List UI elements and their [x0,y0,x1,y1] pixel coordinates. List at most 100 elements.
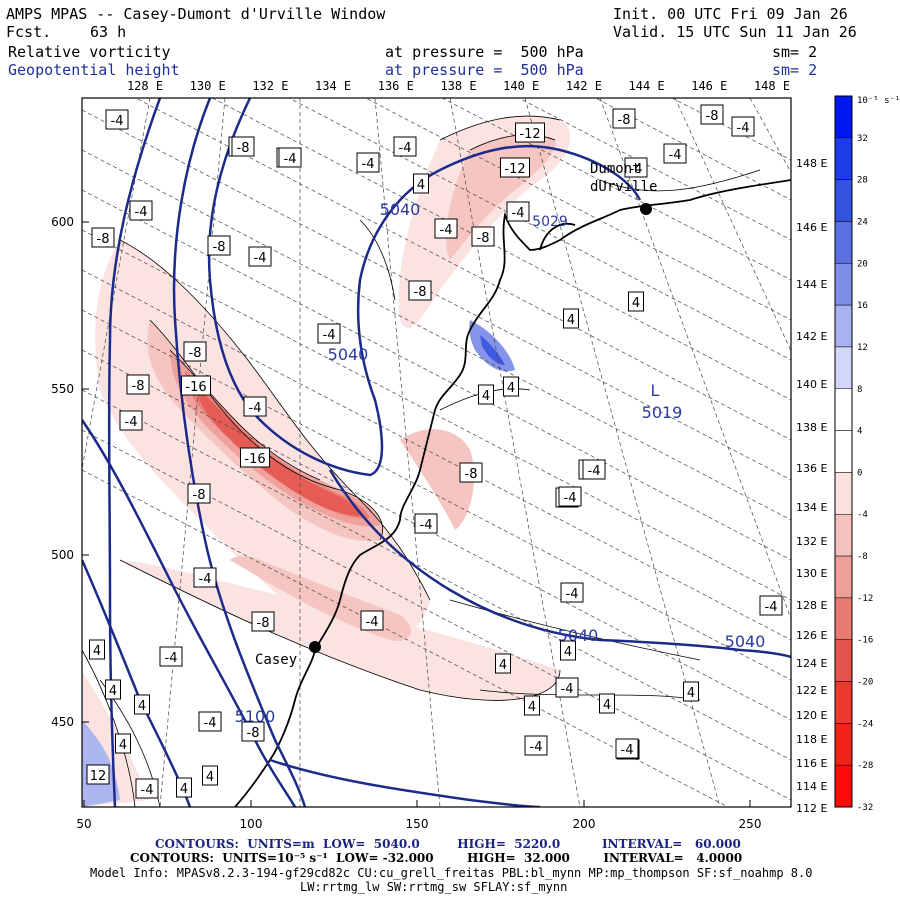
vorticity-label-box [202,765,218,786]
colorbar-swatch [834,388,853,431]
casey-marker [309,641,321,653]
vorticity-label-box [115,733,131,754]
right-longitude-label: 112 E [796,802,827,815]
vorticity-label: -8 [618,113,631,128]
vorticity-label-box [129,200,153,221]
vorticity-label-box [105,109,129,130]
right-longitude-label: 128 E [796,599,827,612]
colorbar-tick-label: 8 [857,385,862,395]
vorticity-label: 4 [109,684,117,699]
vorticity-label-box [89,639,105,660]
vorticity-label: -8 [257,616,270,631]
title: AMPS MPAS -- Casey-Dumont d'Urville Wind… [6,5,386,23]
top-longitude-label: 136 E [378,79,414,93]
top-longitude-label: 132 E [252,79,288,93]
vorticity-label-box [126,374,150,395]
vorticity-label: -4 [564,491,577,506]
colorbar-tick-label: 16 [857,301,868,311]
y-tick-label: 550 [51,382,74,396]
top-longitude-label: 130 E [190,79,226,93]
plot-area [82,98,791,807]
colorbar-tick-label: -24 [857,719,873,729]
vorticity-label-box [478,384,494,405]
vorticity-label-box [459,462,483,483]
vorticity-label-box [555,677,579,698]
vorticity-label: -8 [414,285,427,300]
dumont-marker [640,203,652,215]
vorticity-label: -4 [284,152,297,167]
vorticity-label-box [86,764,110,785]
vorticity-label-box [183,341,207,362]
right-longitude-label: 142 E [796,330,827,343]
colorbar: 10⁻⁵ s⁻¹ 32 28 24 20 16 12 8 4 0 -4 -8 -12 -16 -20 -24 -… [834,95,900,813]
low-marker: L [651,381,660,400]
colorbar-frame [834,95,853,808]
colorbar-tick-label: 0 [857,468,862,478]
vorticity-label-box [515,122,545,143]
vorticity-label-box [193,567,217,588]
init-time: Init. 00 UTC Fri 09 Jan 26 [613,5,848,23]
forecast-hours: 63 h [90,23,127,41]
vorticity-label-box [176,777,192,798]
forecast-label: Fcst. [6,23,52,41]
contour-label-layer: 5040 5040 5040 5040 5100 L 5019 5029 -4 -4 -4 -8 -4 -… [86,104,783,799]
colorbar-swatch [834,221,853,264]
vorticity-label: 4 [206,770,214,785]
top-longitude-label: 148 E [754,79,790,93]
vorticity-label-box [582,459,606,480]
right-longitude-label: 148 E [796,157,827,170]
vorticity-label: -4 [254,251,267,266]
colorbar-swatch [834,555,853,599]
colorbar-unit: 10⁻⁵ s⁻¹ [857,96,900,106]
vorticity-label-box [563,308,579,329]
vorticity-label: 4 [564,645,572,660]
vorticity-label: -4 [561,682,574,697]
vorticity-label: -4 [765,600,778,615]
height-contour-label: 5040 [380,200,421,219]
colorbar-swatch [834,95,853,139]
right-longitude-label: 124 E [796,657,827,670]
vorticity-label-box [628,291,644,312]
vorticity-label: -4 [512,206,525,221]
dumont-label: Dumont dUrville [590,161,658,195]
right-longitude-label: 138 E [796,421,827,434]
field2-level: at pressure = 500 hPa [385,61,584,79]
vorticity-label-box [393,136,417,157]
colorbar-swatch [834,597,853,640]
right-longitude-label: 140 E [796,378,827,391]
right-longitude-label: 126 E [796,629,827,642]
vorticity-label-box [119,410,143,431]
colorbar-tick-label: -4 [857,510,868,520]
right-longitude-label: 134 E [796,501,827,514]
vorticity-label: 4 [482,389,490,404]
vorticity-label-box [317,323,341,344]
colorbar-swatch [834,263,853,306]
colorbar-tick-label: -20 [857,678,873,688]
colorbar-tick-label: 32 [857,134,868,144]
height-contour-label: 5040 [725,632,766,651]
vorticity-label-box [731,116,755,137]
right-longitude-label: 116 E [796,757,827,770]
vorticity-label: -16 [185,380,206,395]
vorticity-label: 4 [499,658,507,673]
vorticity-label: -4 [588,464,601,479]
casey-label: Casey [255,652,298,668]
right-longitude-label: 146 E [796,221,827,234]
vorticity-label: 4 [180,782,188,797]
vorticity-label: -8 [706,109,719,124]
vorticity-label: -16 [244,452,265,467]
vorticity-label: -4 [249,401,262,416]
colorbar-swatch [834,137,853,180]
top-longitude-label: 142 E [566,79,602,93]
vorticity-label: -4 [399,141,412,156]
vorticity-label: -4 [630,162,643,177]
vorticity-label-box [700,104,724,125]
model-info-physics: LW:rrtmg_lw SW:rrtmg_sw SFLAY:sf_mynn [300,880,568,894]
vorticity-label: -4 [621,743,634,758]
top-longitude-label: 146 E [691,79,727,93]
vorticity-label: 4 [417,178,425,193]
vorticity-label-box [207,235,231,256]
vorticity-label-box [471,226,495,247]
vorticity-label-box [615,738,639,759]
vorticity-label-box [198,711,222,732]
